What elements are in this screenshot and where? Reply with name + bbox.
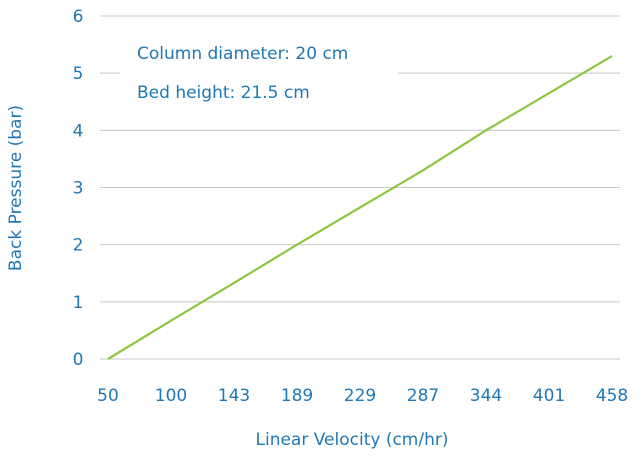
y-tick-label: 0 [73, 350, 84, 370]
y-tick-label: 3 [73, 179, 84, 199]
x-tick-label: 287 [407, 386, 439, 406]
y-tick-label: 1 [73, 293, 84, 313]
x-tick-label: 458 [596, 386, 628, 406]
y-tick-label: 5 [73, 64, 84, 84]
x-tick-label: 344 [470, 386, 502, 406]
x-tick-label: 401 [533, 386, 565, 406]
y-tick-label: 2 [73, 236, 84, 256]
x-axis-label: Linear Velocity (cm/hr) [256, 430, 449, 450]
y-tick-label: 4 [73, 121, 84, 141]
x-tick-label: 189 [281, 386, 313, 406]
x-tick-label: 229 [344, 386, 376, 406]
x-tick-label: 50 [97, 386, 119, 406]
annotation: Bed height: 21.5 cm [137, 83, 310, 103]
x-tick-label: 143 [218, 386, 250, 406]
y-tick-label: 6 [73, 7, 84, 27]
annotation: Column diameter: 20 cm [137, 44, 348, 64]
annotation-box [120, 30, 398, 112]
data-line [107, 55, 613, 360]
y-axis-label: Back Pressure (bar) [6, 105, 26, 271]
x-tick-label: 100 [155, 386, 187, 406]
